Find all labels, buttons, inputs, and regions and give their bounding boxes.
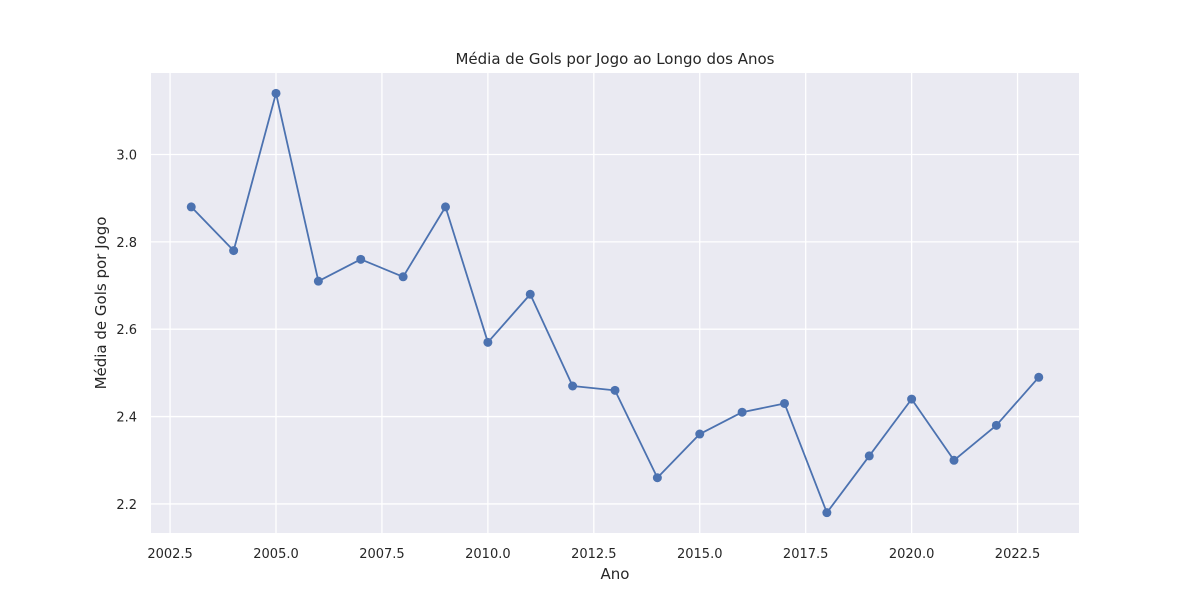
y-tick-label: 3.0 (116, 148, 137, 163)
y-tick-label: 2.6 (116, 323, 137, 338)
data-point (695, 429, 705, 439)
y-axis-label: Média de Gols por Jogo (92, 217, 110, 390)
x-tick-label: 2007.5 (359, 547, 405, 562)
data-point (991, 420, 1001, 430)
y-axis-ticks: 2.2 2.4 2.6 2.8 3.0 (116, 148, 137, 512)
data-point (822, 508, 832, 518)
data-point (568, 381, 578, 391)
data-point (737, 407, 747, 417)
data-point (949, 455, 959, 465)
data-point (398, 272, 408, 282)
grid-lines (151, 73, 1079, 533)
chart-title: Média de Gols por Jogo ao Longo dos Anos (455, 50, 774, 68)
x-axis-ticks: 2002.5 2005.0 2007.5 2010.0 2012.5 2015.0 2017… (147, 547, 1040, 562)
data-point (441, 202, 451, 212)
x-tick-label: 2020.0 (889, 547, 935, 562)
x-tick-label: 2010.0 (465, 547, 511, 562)
data-point (652, 473, 662, 483)
x-tick-label: 2012.5 (571, 547, 617, 562)
data-point (1034, 372, 1044, 382)
data-point (229, 246, 239, 256)
x-tick-label: 2022.5 (995, 547, 1041, 562)
plot-area (151, 73, 1079, 533)
data-point (483, 337, 493, 347)
x-tick-label: 2005.0 (253, 547, 299, 562)
data-point (610, 385, 620, 395)
x-tick-label: 2017.5 (783, 547, 829, 562)
data-point (313, 276, 323, 286)
x-axis-label: Ano (601, 565, 630, 583)
data-point (779, 398, 789, 408)
data-point (186, 202, 196, 212)
data-point (907, 394, 917, 404)
data-points (186, 88, 1044, 518)
data-point (356, 254, 366, 264)
y-tick-label: 2.2 (116, 498, 137, 513)
y-tick-label: 2.4 (116, 411, 137, 426)
x-tick-label: 2015.0 (677, 547, 723, 562)
data-point (271, 88, 281, 98)
x-tick-label: 2002.5 (147, 547, 193, 562)
data-point (864, 451, 874, 461)
y-tick-label: 2.8 (116, 236, 137, 251)
data-point (525, 289, 535, 299)
